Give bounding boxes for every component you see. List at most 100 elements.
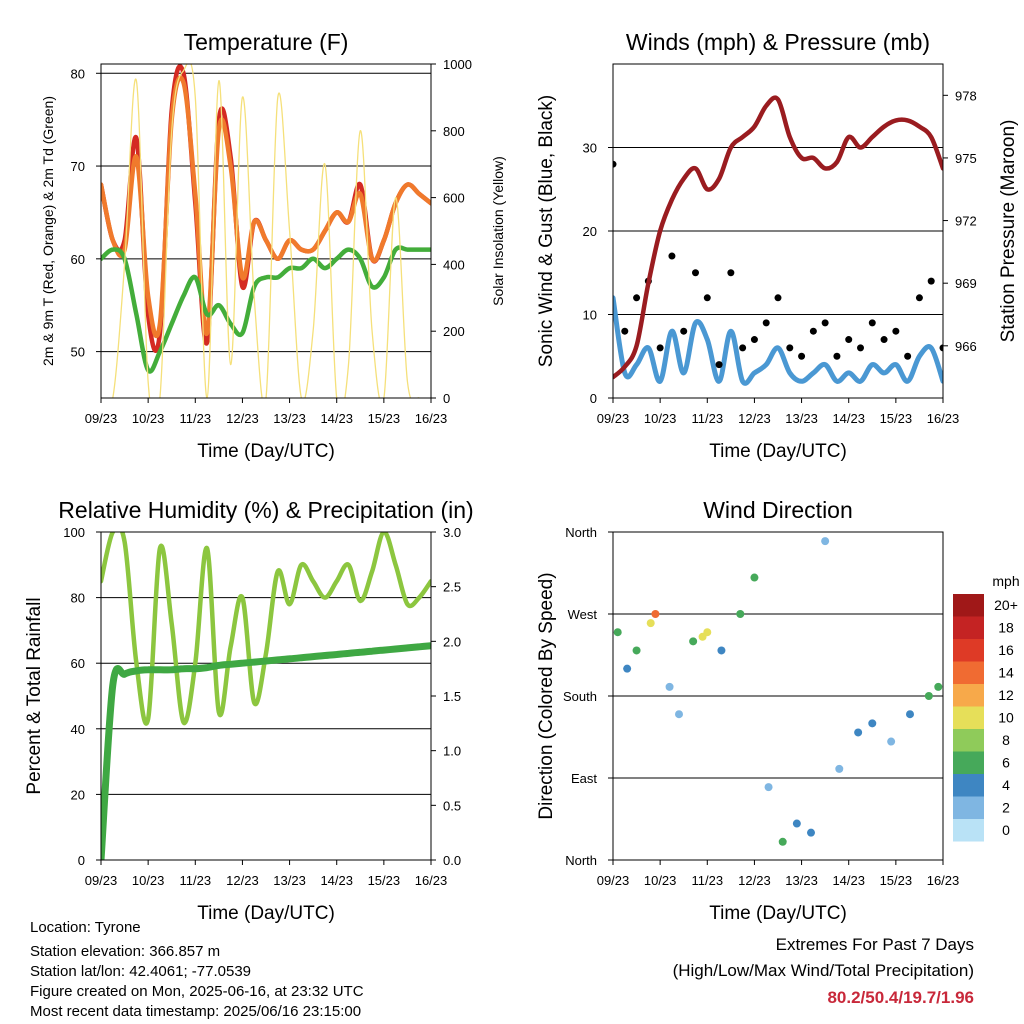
legend-swatch xyxy=(953,594,984,617)
wind-direction-point xyxy=(717,646,726,655)
wind-direction-point xyxy=(868,719,877,728)
y-axis-label: Sonic Wind & Gust (Blue, Black) xyxy=(536,95,557,367)
y-tick-label: North xyxy=(565,525,597,540)
gust-point xyxy=(750,336,758,344)
y-tick-label: 80 xyxy=(71,591,85,606)
y2-tick-label: 3.0 xyxy=(443,525,461,540)
y-tick-label: West xyxy=(568,607,598,622)
gust-point xyxy=(927,277,935,285)
x-tick-label: 12/23 xyxy=(226,873,259,888)
series-line xyxy=(613,295,943,386)
legend-unit: mph xyxy=(992,573,1019,589)
x-tick-label: 16/23 xyxy=(415,873,448,888)
x-tick-label: 10/23 xyxy=(644,411,677,426)
gust-point xyxy=(739,344,747,352)
y2-tick-label: 800 xyxy=(443,124,465,139)
wind-direction-point xyxy=(934,682,943,691)
x-tick-label: 09/23 xyxy=(597,873,630,888)
panel-title: Relative Humidity (%) & Precipitation (i… xyxy=(58,497,473,523)
gust-point xyxy=(727,269,735,277)
x-tick-label: 12/23 xyxy=(738,411,771,426)
location-text: Location: Tyrone xyxy=(30,919,141,936)
legend-swatch xyxy=(953,819,984,842)
legend-label: 16 xyxy=(998,642,1014,658)
y-tick-label: 0 xyxy=(78,853,85,868)
y-tick-label: East xyxy=(571,771,597,786)
y-tick-label: South xyxy=(563,689,597,704)
gust-point xyxy=(821,319,829,327)
wind-direction-point xyxy=(906,710,914,719)
series-line xyxy=(101,245,431,374)
wind-direction-point xyxy=(689,637,698,646)
y2-tick-label: 2.5 xyxy=(443,580,461,595)
gust-point xyxy=(904,352,912,360)
wind-direction-point xyxy=(665,682,674,691)
legend-swatch xyxy=(953,684,984,707)
plot-frame xyxy=(612,63,944,399)
legend-swatch xyxy=(953,774,984,797)
x-tick-label: 11/23 xyxy=(179,411,211,426)
gust-point xyxy=(833,352,841,360)
legend-swatch xyxy=(953,729,984,752)
x-tick-label: 14/23 xyxy=(832,873,865,888)
extremes-subtitle: (High/Low/Max Wind/Total Precipitation) xyxy=(672,961,974,980)
extremes-values: 80.2/50.4/19.7/1.96 xyxy=(827,988,974,1007)
gust-point xyxy=(868,319,876,327)
legend-swatch xyxy=(953,751,984,774)
x-tick-label: 15/23 xyxy=(368,411,401,426)
x-tick-label: 14/23 xyxy=(832,411,865,426)
y-tick-label: 100 xyxy=(63,525,85,540)
y2-tick-label: 0.5 xyxy=(443,798,461,813)
wind-direction-point xyxy=(736,610,745,618)
y-tick-label: North xyxy=(565,853,597,868)
y-axis-label: 2m & 9m T (Red, Orange) & 2m Td (Green) xyxy=(40,96,56,366)
wind-direction-point xyxy=(675,710,683,719)
y2-tick-label: 400 xyxy=(443,257,465,272)
y-axis-label: Direction (Colored By Speed) xyxy=(536,572,557,819)
legend-label: 8 xyxy=(1002,732,1010,748)
gust-point xyxy=(613,160,617,168)
wind-direction-point xyxy=(924,692,933,700)
gust-point xyxy=(656,344,664,352)
y2-tick-label: 2.0 xyxy=(443,634,461,649)
plot-area xyxy=(101,64,431,398)
wind-direction-point xyxy=(646,619,655,628)
gust-point xyxy=(892,327,900,335)
gust-point xyxy=(809,327,817,335)
legend-swatch xyxy=(953,706,984,729)
plot-area xyxy=(613,95,943,386)
y2-axis-label: Solar Insolation (Yellow) xyxy=(490,156,506,306)
y2-axis-label: Station Pressure (Maroon) xyxy=(998,120,1019,343)
legend-label: 14 xyxy=(998,665,1014,681)
gust-point xyxy=(715,361,723,369)
x-tick-label: 11/23 xyxy=(179,873,211,888)
x-tick-label: 13/23 xyxy=(273,411,306,426)
x-axis-label: Time (Day/UTC) xyxy=(197,441,335,462)
x-tick-label: 13/23 xyxy=(785,873,818,888)
y-tick-label: 0 xyxy=(590,391,597,406)
gust-point xyxy=(621,327,629,335)
y-tick-label: 10 xyxy=(583,308,597,323)
legend-label: 2 xyxy=(1002,800,1010,816)
series-line xyxy=(101,532,431,726)
x-axis-label: Time (Day/UTC) xyxy=(709,903,847,924)
wind-direction-point xyxy=(750,573,759,582)
x-tick-label: 09/23 xyxy=(85,411,118,426)
legend-label: 12 xyxy=(998,687,1014,703)
plot-frame xyxy=(100,531,432,861)
panel-title: Temperature (F) xyxy=(184,29,349,55)
wind-direction-point xyxy=(778,837,787,846)
x-tick-label: 12/23 xyxy=(738,873,771,888)
legend-label: 18 xyxy=(998,620,1014,636)
wind-direction-point xyxy=(703,628,712,637)
gust-point xyxy=(633,294,641,302)
x-tick-label: 10/23 xyxy=(132,411,165,426)
wind-direction-point xyxy=(764,783,773,792)
wind-direction-point xyxy=(613,628,622,637)
y2-tick-label: 1.0 xyxy=(443,744,461,759)
gust-point xyxy=(786,344,794,352)
x-tick-label: 16/23 xyxy=(927,873,960,888)
y-tick-label: 70 xyxy=(71,159,85,174)
gust-point xyxy=(692,269,699,277)
